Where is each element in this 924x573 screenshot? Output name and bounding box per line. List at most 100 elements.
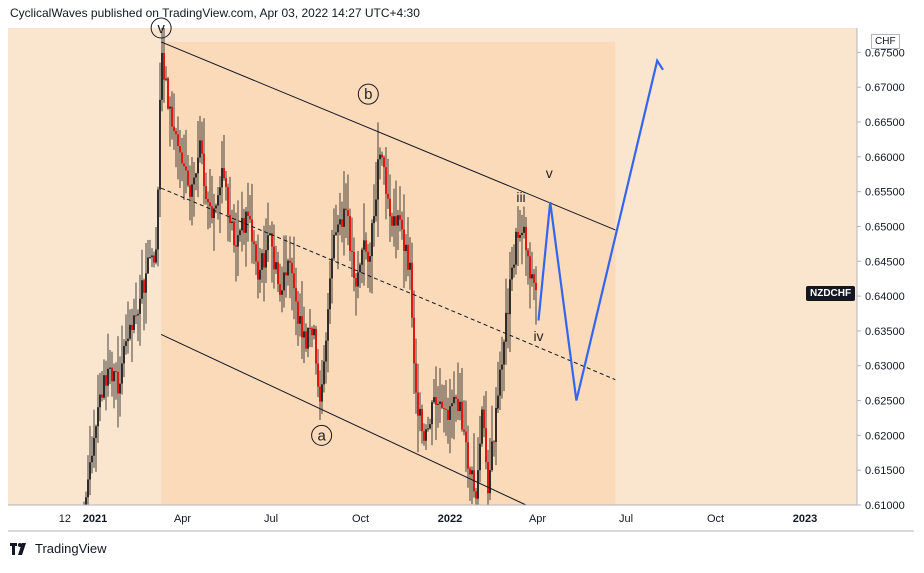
candle-body <box>403 229 405 251</box>
candle-body <box>313 329 315 335</box>
footer-brand-text: TradingView <box>35 541 107 556</box>
candle-body <box>305 331 307 348</box>
time-tick-label: Apr <box>529 513 546 525</box>
price-tick-label: 0.61500 <box>865 465 905 477</box>
candle-body <box>177 134 179 146</box>
candle-body <box>331 258 333 278</box>
candle-body <box>195 173 197 177</box>
candle-body <box>459 402 461 411</box>
candle-body <box>325 341 327 362</box>
candle-body <box>395 216 397 225</box>
candle-body <box>231 222 233 223</box>
candle-body <box>273 247 275 270</box>
candle-body <box>531 274 533 278</box>
candle-body <box>199 140 201 157</box>
candle-body <box>153 255 155 262</box>
candle-body <box>425 429 427 441</box>
candle-body <box>409 263 411 270</box>
candle-body <box>437 404 439 405</box>
candle-body <box>369 256 371 262</box>
price-tick-label: 0.67000 <box>865 82 905 94</box>
candle-body <box>521 233 523 235</box>
candle-body <box>483 410 485 429</box>
candle-body <box>299 316 301 324</box>
candle-body <box>307 328 309 349</box>
candle-body <box>285 272 287 275</box>
candle-body <box>525 227 527 251</box>
candle-body <box>393 216 395 226</box>
candle-body <box>475 491 477 498</box>
candle-body <box>255 244 257 261</box>
candle-body <box>171 107 173 127</box>
candle-body <box>245 212 247 233</box>
candle-body <box>101 395 103 398</box>
candle-body <box>167 79 169 109</box>
candle-body <box>485 428 487 462</box>
candle-body <box>315 329 317 364</box>
candle-body <box>149 257 151 258</box>
candle-body <box>431 402 433 424</box>
candle-body <box>495 408 497 442</box>
candle-body <box>193 178 195 185</box>
candle-body <box>457 399 459 411</box>
price-tick-label: 0.65000 <box>865 221 905 233</box>
candle-body <box>479 444 481 471</box>
candle-body <box>263 253 265 267</box>
wave-label-iii: iii <box>516 189 525 205</box>
candle-body <box>441 402 443 408</box>
candle-body <box>243 218 245 233</box>
candle-body <box>113 371 115 381</box>
price-tick-label: 0.62500 <box>865 396 905 408</box>
candle-body <box>257 262 259 280</box>
candle-body <box>235 245 237 246</box>
candle-body <box>103 375 105 398</box>
candle-body <box>429 424 431 428</box>
candle-body <box>155 249 157 262</box>
time-tick-label: Jul <box>264 513 278 525</box>
candle-body <box>269 233 271 235</box>
candle-body <box>379 155 381 160</box>
price-tick-label: 0.63500 <box>865 326 905 338</box>
candle-body <box>249 216 251 219</box>
candle-body <box>219 187 221 195</box>
time-tick-label: Jul <box>619 513 633 525</box>
candle-body <box>523 227 525 233</box>
candle-body <box>323 362 325 385</box>
candle-body <box>91 456 93 462</box>
candle-body <box>367 252 369 262</box>
candle-body <box>493 441 495 442</box>
price-axis[interactable]: 0.675000.670000.665000.660000.655000.650… <box>857 47 905 512</box>
candle-body <box>481 410 483 444</box>
candle-body <box>463 430 465 432</box>
candle-body <box>215 206 217 209</box>
candle-body <box>279 284 281 295</box>
candle-body <box>277 262 279 284</box>
candle-body <box>125 341 127 346</box>
candle-body <box>529 256 531 278</box>
candle-body <box>179 146 181 152</box>
candle-body <box>309 328 311 329</box>
candle-body <box>465 432 467 443</box>
time-tick-label: Oct <box>707 513 724 525</box>
candle-body <box>501 365 503 370</box>
candle-body <box>519 235 521 238</box>
candle-body <box>423 431 425 441</box>
price-tick-label: 0.66000 <box>865 152 905 164</box>
candle-body <box>93 438 95 456</box>
time-tick-label: Oct <box>352 513 369 525</box>
footer-brand[interactable]: TradingView <box>10 541 107 556</box>
candle-body <box>143 280 145 293</box>
candle-body <box>107 369 109 386</box>
price-tick-label: 0.65500 <box>865 187 905 199</box>
candle-body <box>227 187 229 215</box>
candle-body <box>389 199 391 217</box>
candle-body <box>365 240 367 251</box>
candle-body <box>129 325 131 339</box>
candle-body <box>507 313 509 314</box>
candle-body <box>283 272 285 290</box>
candle-body <box>353 252 355 278</box>
candle-body <box>187 170 189 185</box>
